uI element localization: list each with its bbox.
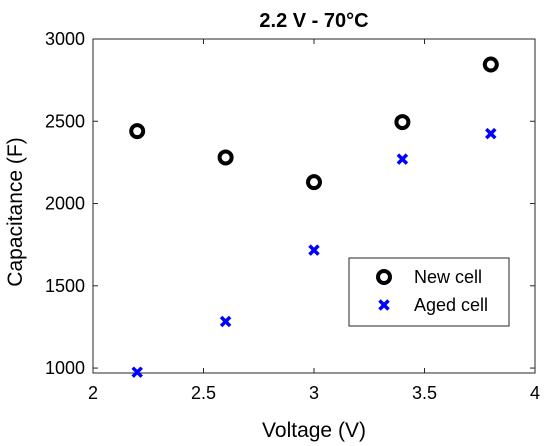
aged-cell-point bbox=[485, 127, 497, 140]
legend-label-new-cell: New cell bbox=[414, 267, 482, 287]
x-tick-label: 4 bbox=[530, 383, 540, 403]
new-cell-point bbox=[482, 56, 499, 73]
aged-cell-point bbox=[131, 366, 143, 378]
aged-cell-point-stroke-b bbox=[131, 366, 143, 378]
x-tick-label: 2 bbox=[88, 383, 98, 403]
aged-cell-point-stroke-b bbox=[308, 244, 320, 256]
y-axis-label: Capacitance (F) bbox=[4, 137, 27, 286]
aged-cell-point-stroke-b bbox=[485, 127, 497, 140]
new-cell-point bbox=[394, 114, 411, 131]
y-tick-label: 3000 bbox=[45, 29, 85, 49]
y-tick-label: 1500 bbox=[45, 276, 85, 296]
chart-title: 2.2 V - 70°C bbox=[259, 10, 368, 32]
x-tick-label: 2.5 bbox=[191, 383, 216, 403]
y-tick-label: 2000 bbox=[45, 194, 85, 214]
legend-marker-aged-cell bbox=[378, 299, 390, 311]
aged-cell-point-stroke-b bbox=[396, 153, 409, 165]
new-cell-point bbox=[129, 123, 146, 140]
aged-cell-point bbox=[396, 153, 409, 165]
aged-cell-point bbox=[308, 244, 320, 256]
x-axis-label: Voltage (V) bbox=[262, 419, 366, 442]
y-tick-label: 2500 bbox=[45, 111, 85, 131]
new-cell-point bbox=[217, 149, 234, 166]
legend-label-aged-cell: Aged cell bbox=[414, 295, 488, 315]
aged-cell-point bbox=[219, 315, 232, 328]
new-cell-point bbox=[306, 174, 322, 191]
legend: New cell Aged cell bbox=[348, 257, 510, 327]
y-tick-label: 1000 bbox=[45, 358, 85, 378]
aged-cell-point-stroke-b bbox=[219, 315, 232, 328]
x-tick-label: 3.5 bbox=[412, 383, 437, 403]
x-tick-label: 3 bbox=[309, 383, 319, 403]
legend-marker-new-cell bbox=[376, 269, 392, 285]
legend-box bbox=[348, 257, 510, 327]
legend-marker-aged-cell-stroke-b bbox=[378, 299, 390, 311]
plot-area: 2 2.5 3 3.5 4 1000 1500 2000 2500 3000 bbox=[45, 29, 540, 403]
